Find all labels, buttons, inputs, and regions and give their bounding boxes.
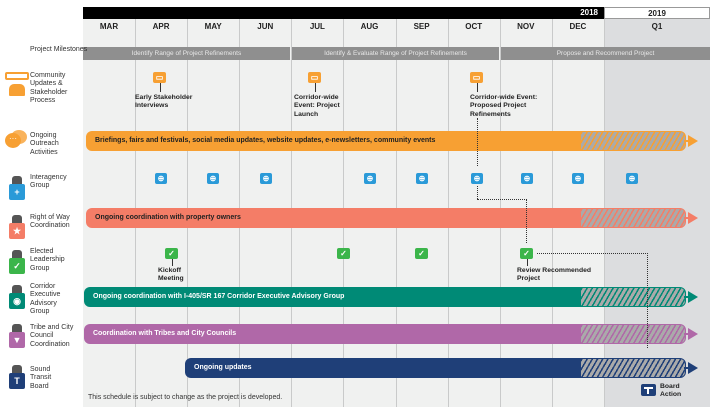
bar-board-tentative	[580, 358, 686, 378]
interagency-meeting-marker[interactable]: ⊕	[416, 173, 428, 184]
bar-ceag-tentative	[580, 287, 686, 307]
elected-meeting-marker[interactable]: ✓	[165, 248, 178, 259]
event-review: Review Recommended Project	[517, 267, 592, 283]
row-label-sound-transit: Sound Transit Board	[30, 366, 52, 390]
month-jul: JUL	[309, 22, 325, 31]
bar-ceag: Ongoing coordination with I-405/SR 167 C…	[84, 287, 580, 307]
people-icon	[10, 363, 24, 373]
arrow-right-icon	[688, 362, 698, 374]
arrow-right-icon	[688, 328, 698, 340]
month-dec: DEC	[569, 22, 587, 31]
bar-tribes: Coordination with Tribes and City Counci…	[84, 324, 580, 344]
month-jun: JUN	[257, 22, 274, 31]
sound-transit-icon: T	[9, 373, 25, 389]
speech-group-icon	[5, 72, 29, 98]
phase-3: Propose and Recommend Project	[501, 47, 710, 60]
row-label-elected: Elected Leadership Group	[30, 248, 65, 272]
year-2018: 2018	[83, 7, 604, 19]
row-label-ceag: Corridor Executive Advisory Group	[30, 283, 61, 315]
marker-stem	[315, 83, 316, 92]
people-icon	[10, 213, 24, 223]
interagency-meeting-marker[interactable]: ⊕	[626, 173, 638, 184]
marker-stem	[477, 83, 478, 92]
month-mar: MAR	[99, 22, 119, 31]
people-icon	[10, 322, 24, 332]
event-kickoff: Kickoff Meeting	[158, 267, 184, 283]
row-label-milestones: Project Milestones	[30, 46, 88, 53]
interagency-meeting-marker[interactable]: ⊕	[155, 173, 167, 184]
event-project-launch: Corridor-wide Event: Project Launch	[294, 94, 340, 118]
elected-meeting-marker[interactable]: ✓	[520, 248, 533, 259]
elected-meeting-marker[interactable]: ✓	[415, 248, 428, 259]
interagency-meeting-marker[interactable]: ⊕	[364, 173, 376, 184]
interagency-meeting-marker[interactable]: ⊕	[260, 173, 272, 184]
month-may: MAY	[204, 22, 222, 31]
footer-note: This schedule is subject to change as th…	[88, 394, 283, 401]
interagency-meeting-marker[interactable]: ⊕	[207, 173, 219, 184]
marker-stem	[160, 83, 161, 92]
row-label-tribes: Tribe and City Council Coordination	[30, 324, 74, 348]
connector-line	[537, 253, 648, 348]
people-icon	[10, 283, 24, 293]
community-event-marker[interactable]: ▭	[153, 72, 166, 83]
arrow-right-icon	[688, 291, 698, 303]
community-event-marker[interactable]: ▭	[470, 72, 483, 83]
row-label-interagency: Interagency Group	[30, 174, 67, 190]
check-badge-icon: ✓	[9, 258, 25, 274]
connector-line	[477, 118, 478, 166]
event-board-action: Board Action	[660, 383, 682, 399]
connector-line	[477, 186, 478, 199]
month-sep: SEP	[413, 22, 430, 31]
event-proposed-refinements: Corridor-wide Event: Proposed Project Re…	[470, 94, 538, 118]
bar-outreach-tentative	[580, 131, 686, 151]
year-2019: 2019	[604, 7, 710, 19]
row-label-outreach: Ongoing Outreach Activities	[30, 132, 59, 156]
phase-2: Identify & Evaluate Range of Project Ref…	[292, 47, 499, 60]
row-label-right-of-way: Right of Way Coordination	[30, 214, 70, 230]
bar-board: Ongoing updates	[185, 358, 580, 378]
interagency-meeting-marker[interactable]: ⊕	[521, 173, 533, 184]
month-aug: AUG	[360, 22, 379, 31]
interagency-meeting-marker[interactable]: ⊕	[471, 173, 483, 184]
connector-line	[477, 199, 527, 243]
bar-tribes-tentative	[580, 324, 686, 344]
bar-row: Ongoing coordination with property owner…	[86, 208, 580, 228]
people-icon	[10, 174, 24, 184]
arrow-right-icon	[688, 135, 698, 147]
month-apr: APR	[152, 22, 170, 31]
bar-row-tentative	[580, 208, 686, 228]
interagency-meeting-marker[interactable]: ⊕	[572, 173, 584, 184]
chat-bubbles-icon: ···	[5, 130, 27, 148]
month-oct: OCT	[465, 22, 483, 31]
board-action-icon	[641, 384, 656, 396]
triangle-badge-icon: ▼	[9, 332, 25, 348]
community-event-marker[interactable]: ▭	[308, 72, 321, 83]
row-label-community: Community Updates & Stakeholder Process	[30, 72, 68, 104]
phase-1: Identify Range of Project Refinements	[83, 47, 290, 60]
people-icon	[10, 248, 24, 258]
plus-badge-icon: +	[9, 184, 25, 200]
month-q1: Q1	[651, 22, 663, 31]
bar-outreach: Briefings, fairs and festivals, social m…	[86, 131, 580, 151]
star-badge-icon: ★	[9, 223, 25, 239]
month-nov: NOV	[517, 22, 535, 31]
event-early-stakeholder: Early Stakeholder Interviews	[135, 94, 193, 110]
marker-stem	[527, 259, 528, 266]
marker-stem	[172, 259, 173, 266]
globe-badge-icon: ◉	[9, 293, 25, 309]
elected-meeting-marker[interactable]: ✓	[337, 248, 350, 259]
arrow-right-icon	[688, 212, 698, 224]
